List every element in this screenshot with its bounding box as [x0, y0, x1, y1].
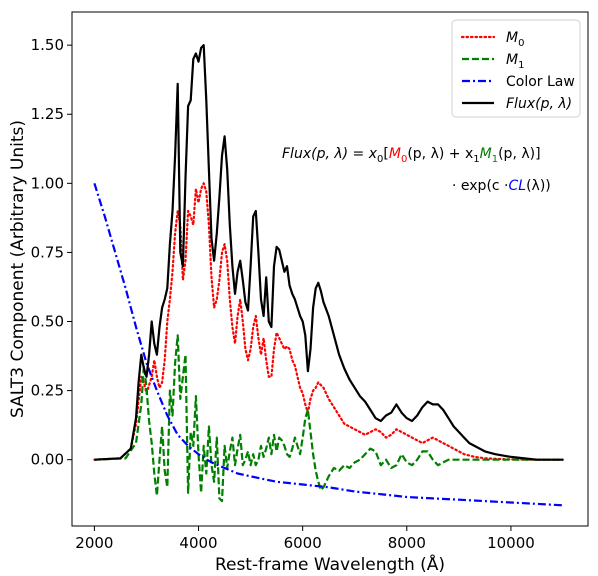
- x-tick-label: 10000: [487, 534, 535, 552]
- legend: M0 M1 Color Law Flux(p, λ): [451, 19, 581, 118]
- legend-label-m0: M0: [506, 30, 524, 49]
- x-axis: 2000 4000 6000 8000 10000: [75, 526, 535, 552]
- plot-frame: [71, 11, 589, 527]
- legend-label-flux: Flux(p, λ): [506, 96, 572, 112]
- y-tick-label: 0.50: [31, 313, 64, 331]
- x-tick-label: 6000: [284, 534, 322, 552]
- legend-label-m1: M1: [506, 52, 524, 71]
- y-tick-label: 1.00: [31, 174, 64, 192]
- equation-line-1: Flux(p, λ) = x0[M0(p, λ) + x1M1(p, λ)]: [282, 146, 541, 165]
- y-axis-label: SALT3 Component (Arbitrary Units): [8, 120, 28, 418]
- x-tick-label: 2000: [75, 534, 113, 552]
- y-tick-label: 1.25: [31, 105, 64, 123]
- y-axis: 0.00 0.25 0.50 0.75 1.00 1.25 1.50: [31, 36, 72, 469]
- series-line-color-law: [93, 182, 564, 507]
- y-tick-label: 0.75: [31, 243, 64, 261]
- y-tick-label: 0.00: [31, 451, 64, 469]
- equation-line-2: · exp(c ·CL(λ)): [452, 178, 551, 194]
- x-axis-label: Rest-frame Wavelength (Å): [215, 553, 445, 575]
- x-tick-label: 8000: [388, 534, 426, 552]
- legend-label-color-law: Color Law: [506, 74, 575, 90]
- series-line-flux: [94, 44, 563, 461]
- y-tick-label: 0.25: [31, 382, 64, 400]
- x-tick-label: 4000: [179, 534, 217, 552]
- series-line-m1: [94, 334, 563, 503]
- y-tick-label: 1.50: [31, 36, 64, 54]
- legend-box: [451, 19, 581, 118]
- series-lines: [93, 44, 565, 507]
